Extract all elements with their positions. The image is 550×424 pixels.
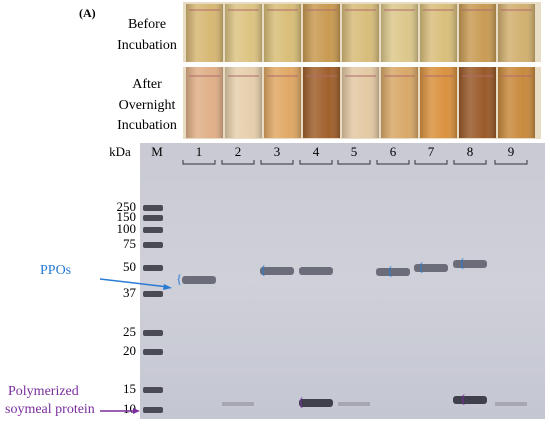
row-label: Overnight: [119, 98, 176, 113]
lane-label: 9: [508, 144, 515, 159]
tube-shade: [420, 67, 457, 138]
tube-shade: [186, 4, 223, 62]
ladder-band: [143, 330, 163, 336]
tube-shade: [420, 4, 457, 62]
ppo-band: [299, 267, 333, 275]
ppo-bracket: {: [176, 271, 182, 286]
tube-shade: [342, 4, 379, 62]
tube-shade: [498, 4, 535, 62]
faint-band: [338, 402, 370, 406]
row-label: Incubation: [117, 118, 177, 133]
well: [337, 160, 371, 165]
well: [453, 160, 487, 165]
ppo-bracket: {: [260, 262, 266, 277]
ppo-label: PPOs: [40, 263, 71, 278]
lane-label: 2: [235, 144, 242, 159]
well: [414, 160, 448, 165]
lane-label: M: [151, 144, 163, 159]
ppo-band: [376, 268, 410, 276]
marker-label: 10: [123, 401, 136, 416]
ladder-band: [143, 205, 163, 211]
marker-label: 15: [123, 381, 136, 396]
marker-label: 37: [123, 285, 137, 300]
well: [260, 160, 294, 165]
tubes: [183, 4, 541, 138]
well: [299, 160, 333, 165]
tube-shade: [225, 67, 262, 138]
ppo-bracket: {: [418, 259, 424, 274]
faint-band: [495, 402, 527, 406]
well: [376, 160, 410, 165]
marker-label: 75: [123, 236, 136, 251]
labels: Before Incubation After Overnight Incubation…: [5, 17, 514, 417]
lane-label: 8: [467, 144, 474, 159]
tube-shade: [342, 67, 379, 138]
polymer-band: [453, 396, 487, 404]
tube-shade: [498, 67, 535, 138]
ppo-band: [414, 264, 448, 272]
lane-label: 3: [274, 144, 281, 159]
tube-shade: [225, 4, 262, 62]
ppo-bracket: {: [459, 255, 465, 270]
ladder-band: [143, 387, 163, 393]
well: [182, 160, 216, 165]
tube-shade: [264, 67, 301, 138]
polymer-bracket: {: [460, 391, 466, 406]
polymer-bracket: {: [298, 394, 304, 409]
tube-shade: [186, 67, 223, 138]
panel-label: (A): [79, 6, 96, 20]
tube-shade: [459, 4, 496, 62]
row-divider: [183, 62, 541, 67]
polymer-label: soymeal protein: [5, 402, 95, 417]
lane-label: 7: [428, 144, 435, 159]
tube-shade: [303, 67, 340, 138]
marker-label: 20: [123, 343, 136, 358]
polymer-arrowhead: [133, 408, 140, 414]
ppo-band: [453, 260, 487, 268]
tube-shade: [264, 4, 301, 62]
ladder-band: [143, 291, 163, 297]
tube-shade: [303, 4, 340, 62]
marker-label: 100: [117, 221, 137, 236]
ladder-band: [143, 215, 163, 221]
lane-label: 5: [351, 144, 358, 159]
gel-bands: { { { { { { {: [143, 160, 528, 413]
row-label: Before: [128, 17, 166, 32]
row-label: After: [132, 77, 162, 92]
lane-label: 4: [313, 144, 320, 159]
marker-label: 50: [123, 259, 136, 274]
ladder-band: [143, 349, 163, 355]
ladder-band: [143, 242, 163, 248]
ppo-bracket: {: [387, 263, 393, 278]
ladder-band: [143, 265, 163, 271]
ladder-band: [143, 227, 163, 233]
well: [494, 160, 528, 165]
unit-label: kDa: [109, 144, 131, 159]
ppo-arrowhead: [163, 284, 172, 290]
ppo-band: [260, 267, 294, 275]
ladder-band: [143, 407, 163, 413]
lane-label: 1: [196, 144, 203, 159]
tube-shade: [381, 67, 418, 138]
faint-band: [222, 402, 254, 406]
tube-shade: [381, 4, 418, 62]
marker-label: 150: [117, 209, 137, 224]
tube-shade: [459, 67, 496, 138]
ppo-band: [182, 276, 216, 284]
marker-label: 25: [123, 324, 136, 339]
lane-label: 6: [390, 144, 397, 159]
row-label: Incubation: [117, 38, 177, 53]
ppo-arrow: [99, 278, 169, 288]
marker-label: 250: [117, 199, 137, 214]
polymer-band: [299, 399, 333, 407]
polymer-label: Polymerized: [8, 384, 79, 399]
well: [221, 160, 255, 165]
